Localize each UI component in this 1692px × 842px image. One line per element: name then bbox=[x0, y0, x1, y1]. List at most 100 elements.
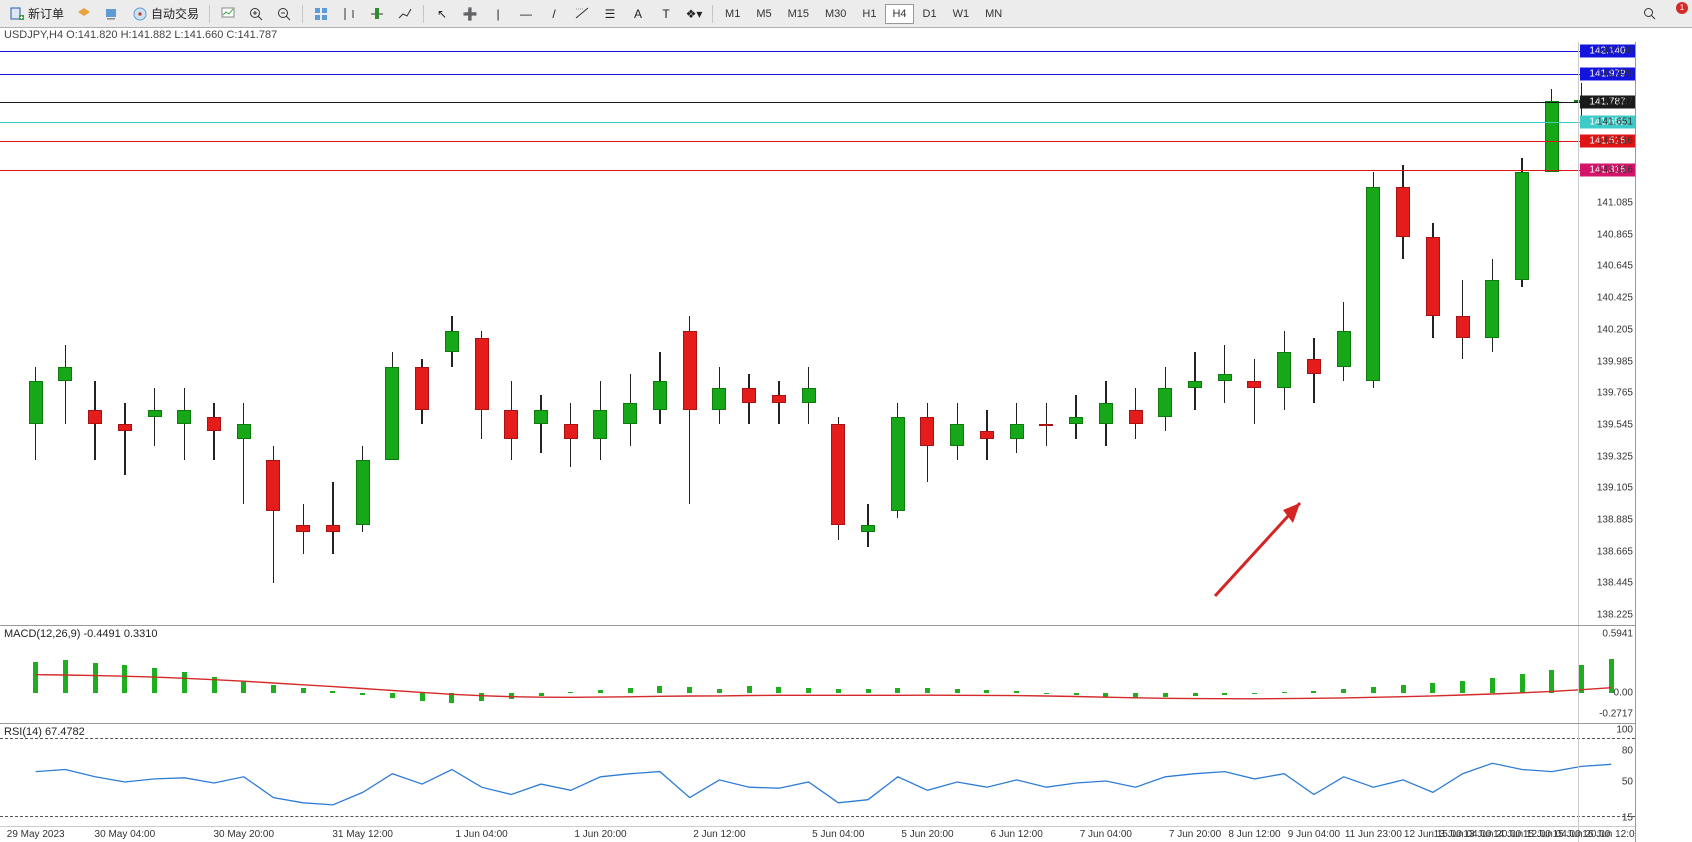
autotrading-button[interactable]: 自动交易 bbox=[127, 3, 204, 25]
date-axis-tick[interactable]: 5 Jun 20:00 bbox=[901, 829, 953, 840]
rsi-axis-tick: 80 bbox=[1622, 745, 1633, 756]
tf-h4-button[interactable]: H4 bbox=[885, 4, 913, 24]
price-axis-tick: 139.985 bbox=[1597, 356, 1633, 367]
rsi-line bbox=[0, 724, 1635, 842]
pattern-button[interactable]: ☰ bbox=[597, 3, 623, 25]
date-axis-tick[interactable]: 30 May 04:00 bbox=[95, 829, 156, 840]
rsi-axis-tick: 15 bbox=[1622, 813, 1633, 824]
tf-m5-button[interactable]: M5 bbox=[749, 4, 778, 24]
arrow-cursor-button[interactable]: ↖ bbox=[429, 3, 455, 25]
tf-m1-button[interactable]: M1 bbox=[718, 4, 747, 24]
terminal-icon bbox=[104, 6, 120, 22]
symbol-header: USDJPY,H4 O:141.820 H:141.882 L:141.660 … bbox=[0, 28, 1692, 42]
candlestick-series[interactable] bbox=[0, 28, 1635, 626]
history-icon bbox=[76, 6, 92, 22]
bars-icon bbox=[369, 6, 385, 22]
price-axis-tick: 140.645 bbox=[1597, 261, 1633, 272]
horizontal-line-icon: — bbox=[518, 6, 534, 22]
macd-signal-line bbox=[0, 626, 1635, 724]
ohlc-high: 141.882 bbox=[132, 29, 172, 41]
terminal-button[interactable] bbox=[99, 3, 125, 25]
toolbar-right-section: 1 bbox=[1642, 6, 1688, 22]
tf-m30-button[interactable]: M30 bbox=[818, 4, 853, 24]
text-icon: A bbox=[630, 6, 646, 22]
ohlc-open: 141.820 bbox=[78, 29, 118, 41]
price-axis-tick: 141.516 bbox=[1597, 135, 1633, 146]
tf-mn-button[interactable]: MN bbox=[978, 4, 1009, 24]
price-axis-tick: 141.085 bbox=[1597, 198, 1633, 209]
toolbar: 新订单 自动交易 bbox=[0, 0, 1692, 28]
date-axis-tick[interactable]: 2 Jun 12:00 bbox=[693, 829, 745, 840]
date-axis-tick[interactable]: 16 Jun 12:00 bbox=[1582, 829, 1635, 840]
bars-toggle-button[interactable] bbox=[364, 3, 390, 25]
vertical-line-button[interactable]: | bbox=[485, 3, 511, 25]
date-axis-tick[interactable]: 31 May 12:00 bbox=[332, 829, 393, 840]
price-axis-tick: 139.105 bbox=[1597, 483, 1633, 494]
history-button[interactable] bbox=[71, 3, 97, 25]
trendline-icon: / bbox=[546, 6, 562, 22]
text-button[interactable]: A bbox=[625, 3, 651, 25]
crosshair-button[interactable]: ➕ bbox=[457, 3, 483, 25]
ohlc-close: 141.787 bbox=[237, 29, 277, 41]
grid-button[interactable] bbox=[308, 3, 334, 25]
date-axis-tick[interactable]: 9 Jun 04:00 bbox=[1288, 829, 1340, 840]
chart-area[interactable]: 142.140 141.979 141.787 141.651 141.516 141.3… bbox=[0, 28, 1692, 842]
fib-text-button[interactable]: T bbox=[653, 3, 679, 25]
price-level-line[interactable] bbox=[0, 51, 1635, 52]
shapes-dropdown-button[interactable]: ❖▾ bbox=[681, 3, 707, 25]
horizontal-line-button[interactable]: — bbox=[513, 3, 539, 25]
date-axis[interactable]: 29 May 2023 30 May 04:00 30 May 20:00 31 Ma… bbox=[0, 826, 1635, 842]
symbol-label: USDJPY bbox=[4, 29, 46, 41]
tf-d1-button[interactable]: D1 bbox=[916, 4, 944, 24]
search-icon[interactable] bbox=[1642, 6, 1658, 22]
date-axis-tick[interactable]: 6 Jun 12:00 bbox=[991, 829, 1043, 840]
price-level-line[interactable] bbox=[0, 102, 1635, 103]
ohlc-low: 141.660 bbox=[184, 29, 224, 41]
zoom-in-button[interactable] bbox=[243, 3, 269, 25]
date-axis-tick[interactable]: 29 May 2023 bbox=[7, 829, 65, 840]
price-axis-tick: 142.140 bbox=[1597, 46, 1633, 57]
trendline-button[interactable]: / bbox=[541, 3, 567, 25]
rsi-pane[interactable]: RSI(14) 67.4782 100 80 50 15 29 May 2023 30 … bbox=[0, 724, 1635, 842]
notification-badge[interactable]: 1 bbox=[1666, 6, 1682, 22]
price-axis-tick: 141.787 bbox=[1597, 96, 1633, 107]
trend-arrow-annotation[interactable] bbox=[1205, 488, 1325, 608]
macd-pane[interactable]: MACD(12,26,9) -0.4491 0.3310 0.5941 0.00 -… bbox=[0, 626, 1635, 724]
date-axis-tick[interactable]: 8 Jun 12:00 bbox=[1228, 829, 1280, 840]
zoom-out-button[interactable] bbox=[271, 3, 297, 25]
line-chart-button[interactable] bbox=[392, 3, 418, 25]
zoom-out-icon bbox=[276, 6, 292, 22]
date-axis-tick[interactable]: 7 Jun 04:00 bbox=[1080, 829, 1132, 840]
price-axis-tick: 139.765 bbox=[1597, 388, 1633, 399]
tf-h1-button[interactable]: H1 bbox=[855, 4, 883, 24]
autotrading-label: 自动交易 bbox=[151, 5, 199, 22]
date-axis-tick[interactable]: 30 May 20:00 bbox=[213, 829, 274, 840]
autotrading-icon bbox=[132, 6, 148, 22]
macd-axis-tick: -0.2717 bbox=[1599, 709, 1633, 720]
tf-w1-button[interactable]: W1 bbox=[946, 4, 977, 24]
price-level-line[interactable] bbox=[0, 74, 1635, 75]
candlestick-toggle-button[interactable] bbox=[336, 3, 362, 25]
new-order-icon bbox=[9, 6, 25, 22]
grid-icon bbox=[313, 6, 329, 22]
date-axis-tick[interactable]: 1 Jun 04:00 bbox=[455, 829, 507, 840]
fib-text-icon: T bbox=[658, 6, 674, 22]
tf-m15-button[interactable]: M15 bbox=[781, 4, 816, 24]
price-level-line[interactable] bbox=[0, 122, 1635, 123]
fib-icon bbox=[574, 6, 590, 22]
price-axis-tick: 138.225 bbox=[1597, 610, 1633, 621]
date-axis-tick[interactable]: 5 Jun 04:00 bbox=[812, 829, 864, 840]
shapes-icon: ❖▾ bbox=[686, 6, 702, 22]
new-order-button[interactable]: 新订单 bbox=[4, 3, 69, 25]
price-axis-tick: 138.885 bbox=[1597, 515, 1633, 526]
price-axis-tick: 139.325 bbox=[1597, 451, 1633, 462]
price-pane[interactable]: 142.140 141.979 141.787 141.651 141.516 141.3… bbox=[0, 28, 1635, 626]
price-level-line[interactable] bbox=[0, 170, 1635, 171]
date-axis-tick[interactable]: 11 Jun 23:00 bbox=[1345, 829, 1402, 840]
date-axis-tick[interactable]: 7 Jun 20:00 bbox=[1169, 829, 1221, 840]
fib-button[interactable] bbox=[569, 3, 595, 25]
price-level-line[interactable] bbox=[0, 141, 1635, 142]
new-chart-button[interactable] bbox=[215, 3, 241, 25]
rsi-axis-tick: 100 bbox=[1616, 725, 1633, 736]
date-axis-tick[interactable]: 1 Jun 20:00 bbox=[574, 829, 626, 840]
